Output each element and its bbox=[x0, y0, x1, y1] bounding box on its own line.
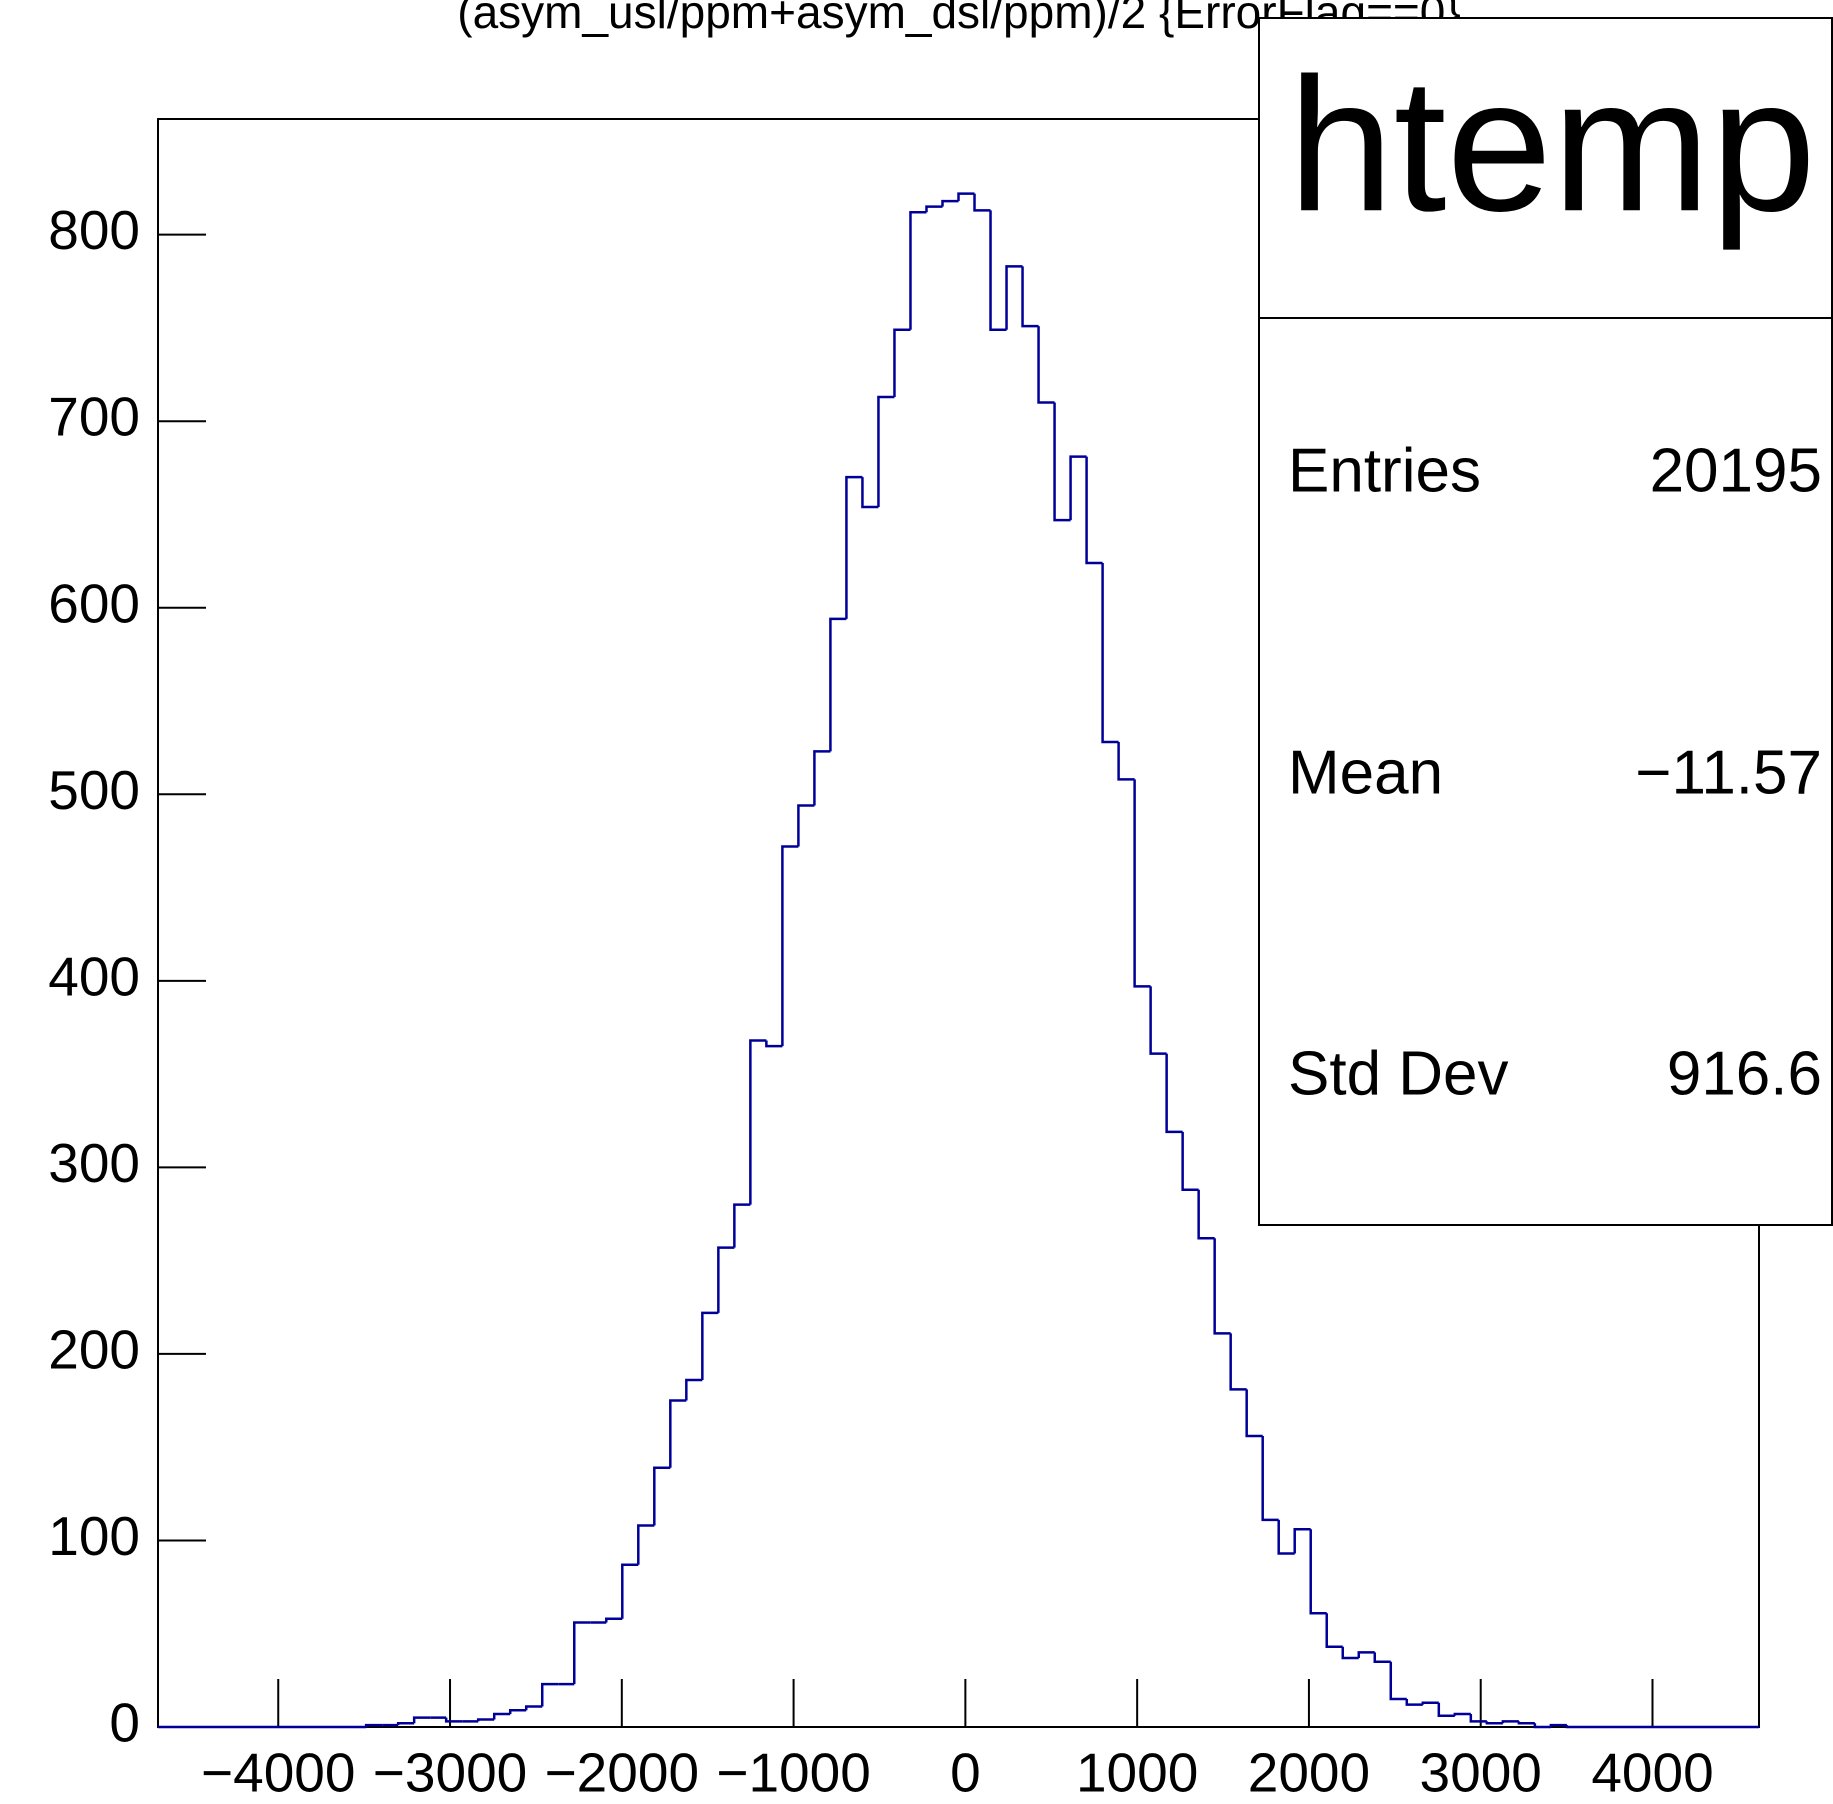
histogram-bin bbox=[941, 199, 959, 207]
histogram-bin bbox=[765, 1040, 783, 1048]
histogram-bin bbox=[813, 750, 831, 806]
histogram-bin bbox=[701, 1311, 719, 1381]
histogram-bin bbox=[1133, 779, 1151, 988]
histogram-bin bbox=[540, 1682, 559, 1707]
histogram-bin bbox=[1117, 742, 1135, 781]
x-tick-label: 4000 bbox=[1591, 1742, 1713, 1804]
histogram-bin bbox=[669, 1399, 687, 1468]
histogram-bin bbox=[717, 1246, 735, 1313]
histogram-bin bbox=[925, 205, 943, 213]
histogram-bin bbox=[797, 804, 815, 847]
stats-label: Entries bbox=[1288, 436, 1481, 505]
histogram-bin bbox=[893, 328, 911, 397]
x-tick-label: 3000 bbox=[1420, 1742, 1542, 1804]
histogram-bin bbox=[1197, 1189, 1215, 1240]
histogram-bin bbox=[1037, 326, 1055, 404]
y-tick-label: 800 bbox=[48, 199, 140, 261]
histogram-bin bbox=[508, 1708, 527, 1714]
histogram-bin bbox=[685, 1378, 703, 1401]
stats-value: 916.6 bbox=[1667, 1039, 1822, 1108]
y-tick-label: 600 bbox=[48, 572, 140, 634]
histogram-bin bbox=[1021, 266, 1039, 328]
histogram-bin bbox=[1261, 1435, 1279, 1522]
histogram-bin bbox=[476, 1718, 495, 1722]
histogram-bin bbox=[1453, 1712, 1471, 1716]
histogram-bin bbox=[1501, 1720, 1519, 1724]
histogram-bin bbox=[1437, 1702, 1455, 1718]
histogram-bin bbox=[524, 1705, 543, 1711]
stats-label: Std Dev bbox=[1288, 1039, 1509, 1108]
x-tick-label: 0 bbox=[950, 1742, 981, 1804]
histogram-bin bbox=[1165, 1053, 1183, 1134]
histogram-bin bbox=[909, 211, 927, 330]
histogram-bin bbox=[1405, 1699, 1423, 1706]
histogram-bin bbox=[989, 210, 1007, 332]
histogram-bin bbox=[1373, 1652, 1391, 1663]
histogram-bin bbox=[653, 1466, 671, 1526]
histogram-bin bbox=[1229, 1333, 1247, 1391]
histogram-bin bbox=[1421, 1701, 1439, 1705]
histogram-bin bbox=[1053, 402, 1071, 522]
histogram-bin bbox=[621, 1563, 639, 1619]
histogram-bin bbox=[1389, 1661, 1407, 1701]
histogram-bin bbox=[1565, 1725, 1583, 1729]
histogram-bin bbox=[1069, 455, 1087, 521]
histogram-bin bbox=[957, 192, 975, 202]
histogram-bin bbox=[1085, 456, 1103, 565]
y-tick-label: 700 bbox=[48, 386, 140, 448]
histogram-bin bbox=[396, 1722, 415, 1726]
x-tick-label: −1000 bbox=[716, 1742, 870, 1804]
histogram-bin bbox=[877, 395, 895, 508]
histogram-bin bbox=[605, 1617, 623, 1623]
x-tick-label: 1000 bbox=[1076, 1742, 1198, 1804]
histogram-bin bbox=[444, 1717, 463, 1723]
histogram-bin bbox=[412, 1716, 431, 1724]
histogram-bin bbox=[1245, 1389, 1263, 1438]
x-tick-label: −2000 bbox=[545, 1742, 699, 1804]
histogram-bin bbox=[1517, 1721, 1535, 1725]
histogram-bin bbox=[364, 1723, 383, 1727]
histogram-bin bbox=[1485, 1721, 1503, 1725]
histogram-bin bbox=[829, 617, 847, 752]
y-tick-label: 300 bbox=[48, 1132, 140, 1194]
histogram-bin bbox=[733, 1203, 751, 1248]
x-tick-label: −3000 bbox=[373, 1742, 527, 1804]
histogram-bin bbox=[1101, 562, 1119, 744]
stats-box bbox=[1258, 17, 1833, 1226]
histogram-bin bbox=[1149, 986, 1167, 1055]
y-tick-label: 500 bbox=[48, 759, 140, 821]
stats-label: Mean bbox=[1288, 738, 1443, 807]
y-tick-label: 100 bbox=[48, 1505, 140, 1567]
stats-name: htemp bbox=[1288, 39, 1816, 251]
histogram-bin bbox=[845, 475, 863, 619]
histogram-bin bbox=[1005, 265, 1023, 330]
histogram-bin bbox=[861, 477, 879, 509]
histogram-bin bbox=[1357, 1651, 1375, 1658]
x-tick-label: 2000 bbox=[1248, 1742, 1370, 1804]
histogram-bin bbox=[1213, 1238, 1231, 1335]
histogram-bin bbox=[1533, 1723, 1551, 1729]
histogram-bin bbox=[781, 845, 799, 1047]
histogram-bin bbox=[973, 193, 991, 212]
histogram-bin bbox=[1309, 1529, 1327, 1615]
histogram-bin bbox=[1341, 1646, 1359, 1660]
x-tick-label: −4000 bbox=[201, 1742, 355, 1804]
histogram-bin bbox=[1277, 1519, 1295, 1555]
histogram-bin bbox=[492, 1712, 511, 1720]
histogram-bin bbox=[1549, 1723, 1567, 1727]
stats-value: −11.57 bbox=[1635, 738, 1822, 807]
y-tick-label: 200 bbox=[48, 1318, 140, 1380]
y-tick-label: 400 bbox=[48, 945, 140, 1007]
y-tick-label: 0 bbox=[109, 1692, 140, 1754]
histogram-bin bbox=[637, 1524, 655, 1565]
histogram-bin bbox=[749, 1039, 767, 1205]
histogram-bin bbox=[1181, 1131, 1199, 1192]
histogram-bin bbox=[1469, 1713, 1487, 1723]
histogram-bin bbox=[1325, 1613, 1343, 1649]
histogram-bin bbox=[573, 1621, 591, 1685]
histogram-bin bbox=[1293, 1528, 1311, 1554]
stats-value: 20195 bbox=[1650, 436, 1822, 505]
